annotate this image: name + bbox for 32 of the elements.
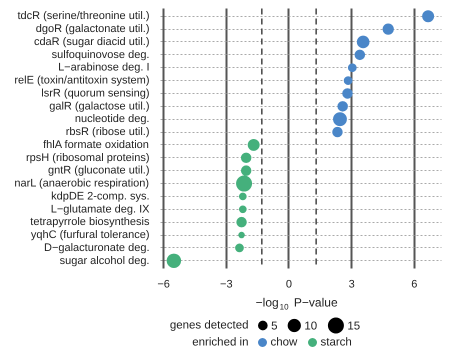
y-tick-label: fhlA formate oxidation: [43, 138, 149, 151]
x-tick-label: 3: [348, 278, 355, 290]
y-tick-label: yqhC (furfural tolerance): [30, 229, 150, 242]
y-tick-label: rbsR (ribose util.): [66, 126, 150, 138]
y-tick-label: tetrapyrrole biosynthesis: [30, 216, 150, 228]
y-tick-label: cdaR (sugar diacid util.): [34, 36, 150, 48]
legend-title: enriched in: [192, 336, 249, 348]
y-tick-label: gntR (gluconate util.): [48, 164, 150, 177]
legend-label: chow: [270, 336, 298, 348]
y-tick-label: L−glutamate deg. IX: [50, 203, 150, 216]
y-tick-label: L−arabinose deg. I: [58, 62, 150, 74]
legend-label: 15: [347, 320, 360, 332]
y-tick-label: D−galacturonate deg.: [44, 242, 150, 254]
legend-label: 10: [304, 320, 318, 332]
x-tick-label: 0: [286, 278, 292, 290]
x-tick-label: −3: [220, 278, 233, 290]
y-tick-label: rpsH (ribosomal proteins): [26, 152, 150, 164]
y-tick-label: narL (anaerobic respiration): [14, 178, 150, 190]
x-tick-label: 6: [411, 278, 418, 290]
y-tick-label: lsrR (quorum sensing): [41, 87, 150, 100]
y-tick-label: dgoR (galactonate util.): [36, 23, 150, 36]
y-tick-label: sugar alcohol deg.: [60, 254, 150, 267]
y-tick-label: sulfoquinovose deg.: [52, 48, 150, 61]
legend-label: starch: [320, 336, 352, 348]
text: genes detected: [170, 320, 249, 332]
y-tick-label: nucleotide deg.: [74, 113, 150, 126]
y-tick-label: relE (toxin/antitoxin system): [14, 74, 150, 87]
y-tick-label: kdpDE 2-comp. sys.: [51, 190, 150, 202]
x-tick-label: −6: [157, 278, 170, 290]
y-tick-label: galR (galactose util.): [49, 100, 150, 112]
legend-label: 5: [271, 320, 278, 332]
y-tick-label: tdcR (serine/threonine util.): [17, 10, 150, 22]
